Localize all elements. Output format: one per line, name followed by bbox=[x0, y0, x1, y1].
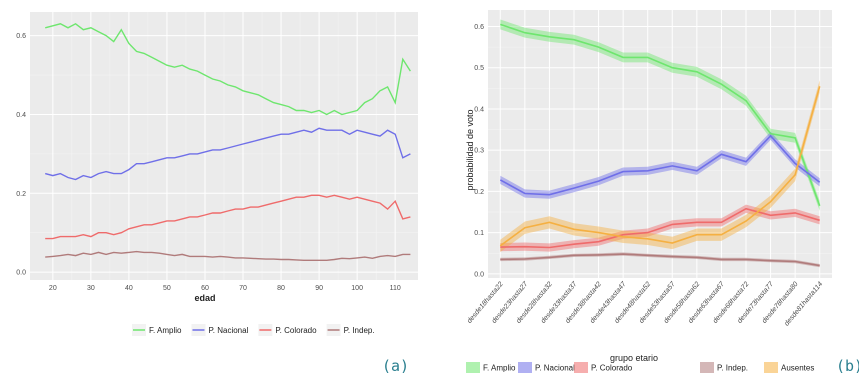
panel-b-tag: (b) bbox=[836, 357, 859, 375]
panel-a-x-tick-label: 20 bbox=[49, 285, 57, 292]
panel-b-legend-label-0: F. Amplio bbox=[483, 364, 516, 373]
panel-b-plot-background bbox=[488, 10, 832, 278]
panel-b-y-tick-label: 0.3 bbox=[474, 148, 484, 155]
panel-b-y-tick-label: 0.1 bbox=[474, 230, 484, 237]
panel-b-series-line-1 bbox=[499, 134, 821, 196]
panel-b-legend-key-3 bbox=[700, 362, 714, 373]
panel-a: 20 30 40 50 60 70 80 90 100 110 0.0 0.2 0.4 0.6 bbox=[16, 12, 418, 292]
panel-a-legend-label-0: F. Amplio bbox=[149, 326, 182, 335]
panel-b-y-tick-label: 0.6 bbox=[474, 24, 484, 31]
panel-b-legend-label-4: Ausentes bbox=[781, 364, 814, 373]
panel-a-y-tick-label: 0.6 bbox=[16, 33, 26, 40]
panel-b-legend-label-3: P. Indep. bbox=[717, 364, 748, 373]
panel-b-legend-key-1 bbox=[518, 362, 532, 373]
panel-a-series-line-1 bbox=[45, 127, 411, 181]
panel-b-series-band-3 bbox=[500, 252, 820, 268]
panel-b-legend-key-2 bbox=[574, 362, 588, 373]
panel-b-series-line-3 bbox=[500, 253, 820, 267]
panel-a-legend-label-1: P. Nacional bbox=[208, 326, 248, 335]
panel-a-series-line-3 bbox=[45, 250, 411, 261]
panel-a-x-tick-label: 60 bbox=[201, 285, 209, 292]
panel-b-y-tick-label: 0.5 bbox=[474, 65, 484, 72]
panel-b-series-band-1 bbox=[500, 131, 820, 199]
panel-a-x-tick-label: 70 bbox=[239, 285, 247, 292]
panel-a-x-tick-label: 100 bbox=[351, 285, 363, 292]
panel-a-x-tick-label: 30 bbox=[87, 285, 95, 292]
panel-a-series-line-0 bbox=[45, 22, 411, 116]
panel-a-y-tick-label: 0.0 bbox=[16, 270, 26, 277]
panel-b-series-line-0 bbox=[500, 23, 821, 207]
panel-a-x-axis-label: edad bbox=[194, 293, 215, 303]
panel-a-legend-label-2: P. Colorado bbox=[275, 326, 317, 335]
panel-b-legend-key-0 bbox=[466, 362, 480, 373]
panel-a-x-tick-label: 80 bbox=[277, 285, 285, 292]
panel-a-x-tick-label: 40 bbox=[125, 285, 133, 292]
panel-b-series-line-2 bbox=[500, 207, 820, 249]
panel-b-y-tick-label: 0.2 bbox=[474, 189, 484, 196]
panel-a-legend: F. Amplio P. Nacional P. Colorado P. Indep. bbox=[132, 324, 375, 336]
panel-b: desde18hasta22desde23hasta27desde28hasta… bbox=[466, 10, 832, 328]
panel-b-series-line-4 bbox=[499, 86, 821, 247]
panel-a-x-tick-label: 90 bbox=[315, 285, 323, 292]
panel-b-legend-label-1: P. Nacional bbox=[535, 364, 575, 373]
panel-a-tag: (a) bbox=[382, 357, 409, 375]
panel-b-legend: F. Amplio P. Nacional P. Colorado P. Indep.… bbox=[466, 362, 814, 373]
panel-b-legend-label-2: P. Colorado bbox=[591, 364, 633, 373]
panel-b-x-axis-label: grupo etario bbox=[610, 353, 658, 363]
panel-b-legend-key-4 bbox=[764, 362, 778, 373]
panel-a-x-tick-label: 110 bbox=[390, 285, 401, 292]
panel-a-series-line-2 bbox=[45, 194, 411, 240]
panel-a-y-tick-label: 0.4 bbox=[16, 112, 26, 119]
panel-b-y-tick-label: 0.4 bbox=[474, 106, 484, 113]
panel-b-y-tick-label: 0.0 bbox=[474, 271, 484, 278]
panel-a-y-tick-label: 0.2 bbox=[16, 191, 26, 198]
panel-a-x-tick-label: 50 bbox=[163, 285, 171, 292]
panel-b-y-axis-label: probabilidad de voto bbox=[465, 109, 475, 190]
panel-a-legend-label-3: P. Indep. bbox=[344, 326, 375, 335]
